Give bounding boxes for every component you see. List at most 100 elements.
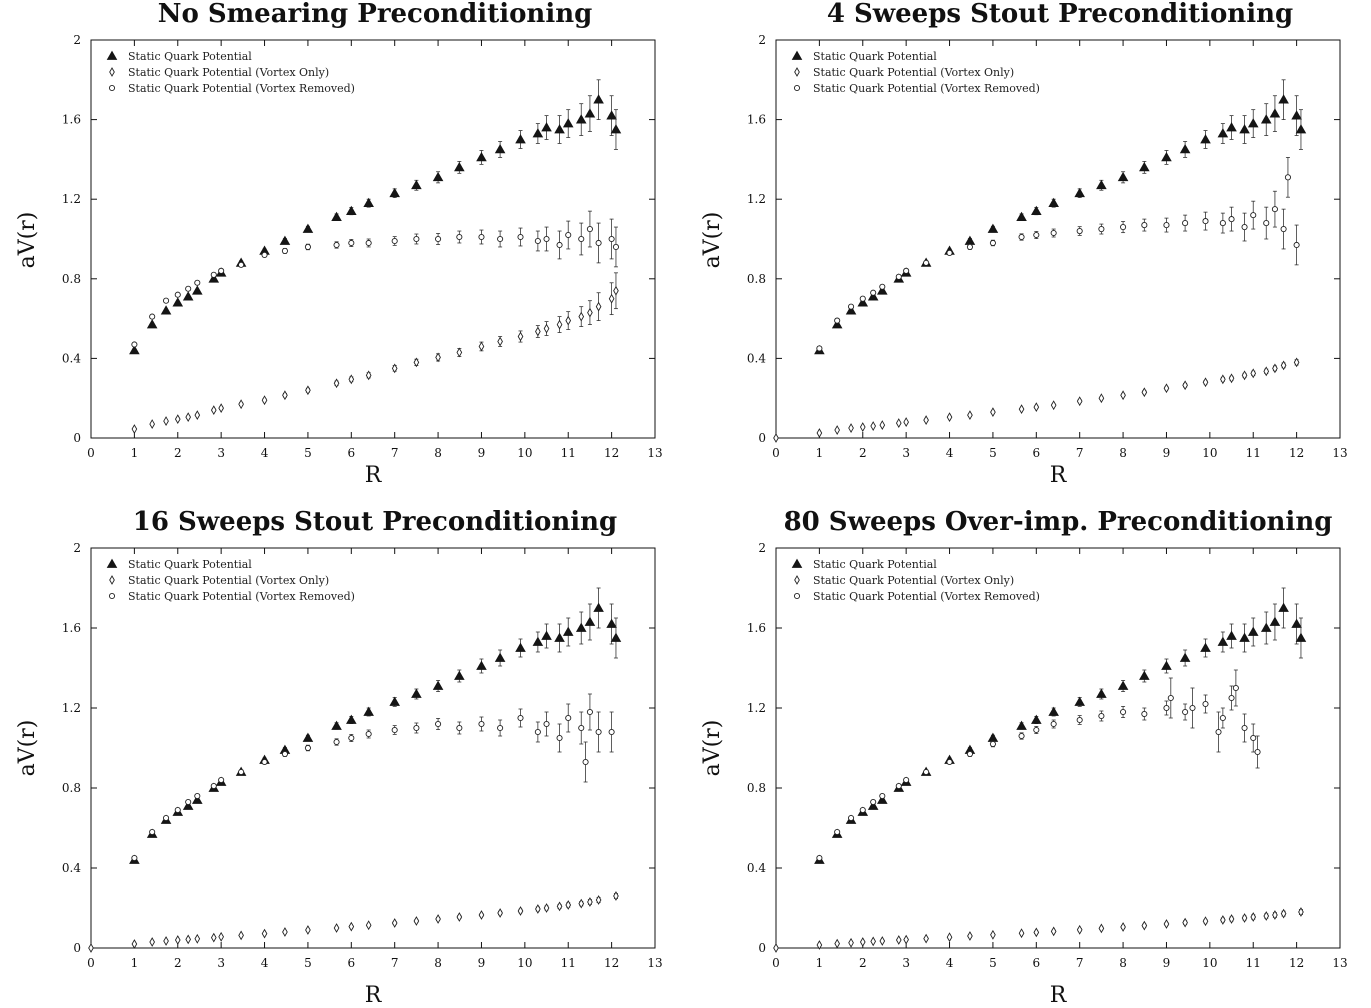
data-point (365, 920, 372, 931)
data-point (565, 315, 572, 326)
x-tick-label: 8 (434, 446, 442, 460)
x-tick-label: 11 (1246, 446, 1261, 460)
data-point (1098, 393, 1105, 404)
data-point (1247, 626, 1259, 636)
data-point (149, 313, 156, 320)
data-point (870, 798, 877, 806)
data-point (989, 239, 996, 247)
x-tick-label: 5 (304, 956, 312, 970)
data-point (578, 311, 585, 322)
data-point (305, 385, 311, 396)
data-point (879, 936, 886, 946)
data-point (1050, 720, 1057, 728)
data-point (279, 235, 291, 245)
data-point (587, 897, 593, 907)
data-point (261, 251, 268, 258)
data-point (1226, 630, 1237, 640)
data-point (1141, 920, 1148, 931)
data-point (578, 724, 585, 732)
data-point (88, 943, 94, 953)
data-point (1239, 124, 1250, 134)
data-point (1189, 704, 1196, 712)
data-point (1120, 224, 1127, 231)
data-point (556, 901, 563, 912)
data-point (613, 891, 619, 901)
data-point (857, 297, 869, 307)
data-point (586, 225, 593, 233)
data-point (562, 118, 574, 128)
x-axis-label: R (1050, 463, 1068, 488)
data-point (1226, 122, 1237, 132)
series-diamond (131, 272, 619, 434)
series-circle (131, 210, 620, 348)
x-tick-label: 4 (946, 956, 954, 970)
data-point (192, 285, 203, 295)
data-point (517, 714, 524, 722)
data-point (895, 418, 902, 428)
data-point (346, 205, 357, 215)
data-point (923, 768, 930, 776)
data-point (610, 124, 622, 134)
data-point (476, 660, 487, 670)
data-point (534, 728, 541, 736)
y-tick-label: 1.6 (62, 113, 81, 127)
data-point (302, 732, 314, 742)
data-point (1280, 225, 1287, 233)
data-point (556, 734, 563, 742)
data-point (556, 241, 563, 249)
data-point (348, 921, 355, 932)
data-point (129, 345, 140, 355)
data-point (1202, 916, 1209, 927)
data-point (1139, 670, 1150, 680)
data-point (946, 412, 953, 423)
series-circle (816, 157, 1300, 352)
x-tick-label: 13 (1332, 446, 1347, 460)
y-tick-label: 2 (758, 33, 766, 47)
x-tick-label: 6 (1032, 446, 1040, 460)
data-point (131, 424, 138, 434)
data-point (282, 390, 288, 401)
data-point (1219, 714, 1226, 722)
x-tick-label: 1 (816, 956, 824, 970)
x-tick-label: 1 (816, 446, 824, 460)
data-point (1269, 616, 1281, 626)
data-point (543, 903, 550, 913)
data-point (1298, 907, 1304, 917)
legend-marker-circle (108, 592, 116, 600)
data-point (149, 828, 156, 836)
series-diamond (773, 907, 1304, 953)
data-point (543, 235, 550, 243)
data-point (593, 602, 604, 612)
data-point (1202, 218, 1209, 225)
data-point (218, 931, 224, 942)
data-point (304, 243, 311, 251)
data-point (1048, 197, 1059, 208)
x-tick-label: 11 (561, 446, 576, 460)
data-point (1280, 360, 1287, 371)
data-point (238, 261, 245, 268)
legend-label-vortex-removed: Static Quark Potential (Vortex Removed) (128, 82, 355, 95)
data-point (966, 750, 973, 758)
data-point (302, 223, 314, 233)
y-axis-label: aV(r) (700, 720, 725, 777)
data-point (146, 319, 158, 329)
data-point (543, 720, 550, 728)
data-point (413, 235, 420, 243)
x-axis-label: R (1050, 983, 1068, 1008)
data-point (1179, 652, 1191, 662)
data-point (333, 378, 340, 389)
y-axis-label: aV(r) (15, 720, 40, 777)
data-point (131, 341, 138, 348)
y-tick-label: 1.2 (747, 192, 766, 206)
x-tick-label: 6 (1032, 956, 1040, 970)
data-point (612, 243, 620, 251)
data-point (554, 124, 565, 134)
data-point (1141, 710, 1148, 718)
data-point (903, 267, 910, 274)
data-point (578, 235, 585, 243)
data-point (541, 122, 552, 132)
data-point (1280, 908, 1287, 919)
data-point (1163, 222, 1170, 229)
